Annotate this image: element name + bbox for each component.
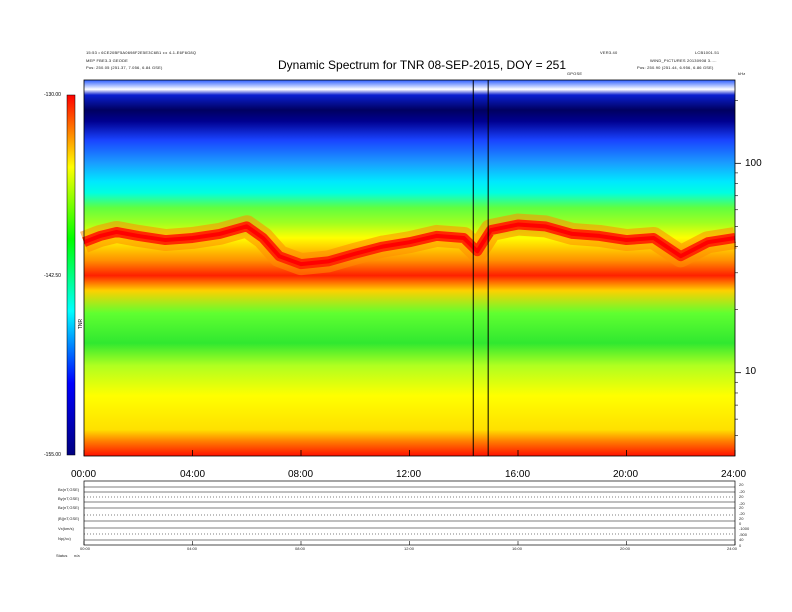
- panel-right-tick-9: -1000: [739, 526, 750, 531]
- panel-right-tick-6: -20: [739, 511, 745, 516]
- x-tick-0000: 00:00: [71, 469, 97, 480]
- panel-right-tick-12: 0: [739, 543, 742, 548]
- header-version: VER3.40: [600, 50, 618, 55]
- header-info-line-1: 15:53 • 6CE20BF5A0698F2E5E3C6B1 ••• 4-1-…: [86, 50, 197, 55]
- colorbar: [66, 94, 76, 456]
- emission-band-peak: [83, 222, 736, 267]
- panel-right-tick-8: 0: [739, 521, 742, 526]
- x-tick-2400: 24:00: [721, 469, 747, 480]
- header-version-id: LCB1001.51: [695, 50, 720, 55]
- panel-x-tick-1600: 16:00: [512, 546, 523, 551]
- panel-label-bmag: |B|(nT,GSE): [58, 516, 80, 521]
- x-tick-1200: 12:00: [396, 469, 422, 480]
- panel-x-tick-0800: 08:00: [295, 546, 306, 551]
- panel-x-tick-1200: 12:00: [404, 546, 415, 551]
- colorbar-tick-mid: -142.50: [44, 273, 61, 279]
- panel-label-np: Np(/cc): [58, 536, 71, 541]
- panel-right-tick-1: 20: [739, 482, 744, 487]
- x-tick-1600: 16:00: [505, 469, 531, 480]
- x-tick-2000: 20:00: [613, 469, 639, 480]
- panel-x-tick-0000: 00:00: [80, 546, 91, 551]
- frequency-unit-label: kHz: [738, 71, 746, 76]
- panel-label-bz: Bz(nT,GSE): [58, 505, 80, 510]
- y-tick-10: 10: [745, 366, 757, 377]
- header-position-left: Pos: 250.05 (251.37, 7.056, 6.84 GSE): [86, 65, 163, 70]
- marker-label: GPOSE: [567, 71, 583, 76]
- panel-label-bx: Bx(nT,GSE): [58, 487, 80, 492]
- panel-label-by: By(nT,GSE): [58, 496, 80, 501]
- status-label: Status: [56, 553, 68, 558]
- x-tick-0800: 08:00: [288, 469, 314, 480]
- lower-panel-frame: [83, 480, 736, 546]
- spectrogram: [84, 80, 735, 456]
- panel-x-tick-2000: 20:00: [620, 546, 631, 551]
- panel-right-tick-2: -20: [739, 489, 745, 494]
- panel-right-tick-4: -20: [739, 501, 745, 506]
- panel-right-tick-5: 20: [739, 505, 744, 510]
- status-value: n/a: [74, 553, 80, 558]
- chart-title: Dynamic Spectrum for TNR 08-SEP-2015, DO…: [278, 58, 567, 72]
- colorbar-tick-bottom: -155.00: [44, 452, 61, 458]
- panel-right-tick-10: -500: [739, 532, 748, 537]
- panel-label-vx: Vx(km/s): [58, 526, 74, 531]
- colorbar-tick-top: -130.00: [44, 92, 61, 98]
- header-position-right: Pos: 250.90 (251.44, 6.956, 6.86 GSE): [637, 65, 714, 70]
- panel-right-tick-11: 40: [739, 537, 744, 542]
- x-tick-0400: 04:00: [180, 469, 206, 480]
- panel-right-tick-7: 20: [739, 516, 744, 521]
- y-tick-100: 100: [745, 158, 762, 169]
- header-info-line-2: MEP FBE3-3 GEODE: [86, 58, 129, 63]
- panel-right-tick-3: 20: [739, 494, 744, 499]
- header-source: WIND_PICTURES 20130908 3.....: [650, 58, 717, 63]
- panel-x-tick-0400: 04:00: [187, 546, 198, 551]
- panel-x-tick-2400: 24:00: [727, 546, 738, 551]
